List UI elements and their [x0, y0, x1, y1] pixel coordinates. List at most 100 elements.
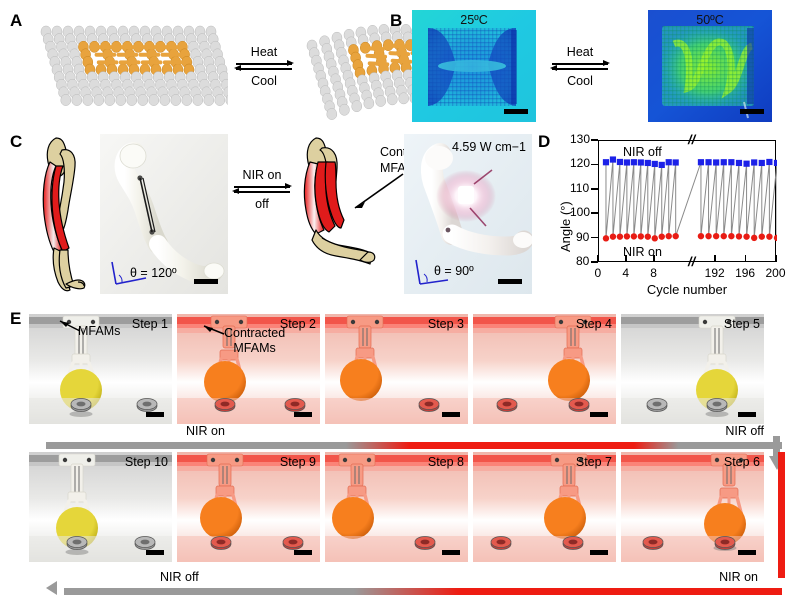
panel-a-label: A	[10, 11, 23, 30]
step-label: Step 8	[427, 455, 464, 469]
chart-x-tick: 196	[735, 266, 756, 280]
photo-tile: Step 10	[29, 452, 172, 562]
panel-a-arrow-top-label: Heat	[250, 45, 278, 59]
thermal-25c-caption: 25ºC	[460, 13, 488, 27]
callout-line-2: MFAMs	[233, 341, 276, 355]
scale-bar	[738, 550, 756, 555]
chart-x-tick: 0	[594, 266, 602, 280]
panel-b-heat-cool-arrow: Heat Cool	[548, 45, 612, 88]
mfams-callout-step1: MFAMs	[78, 324, 121, 338]
contracted-mfams-callout-arrow-icon	[203, 325, 225, 335]
scale-bar	[738, 412, 756, 417]
photo-arm-90-nir: 4.59 W cm−1 θ = 90º	[404, 134, 532, 294]
angle-label-90: θ = 90º	[434, 263, 474, 278]
chart-x-tick-mark	[597, 255, 599, 262]
scale-bar	[194, 279, 218, 284]
photo-arm-120: θ = 120º	[100, 134, 228, 294]
chart-y-tick-mark	[591, 139, 598, 141]
scale-bar	[498, 279, 522, 284]
chart-y-tick: 100	[570, 205, 591, 220]
chart-y-tick: 90	[576, 229, 590, 244]
thermal-50c-caption: 50ºC	[696, 13, 724, 27]
scale-bar	[590, 550, 608, 555]
panel-c-arrow-bottom-label: off	[255, 197, 269, 211]
angle-label-120: θ = 120º	[130, 265, 177, 280]
chart-x-tick: 200	[765, 266, 786, 280]
panel-b-label: B	[390, 11, 403, 30]
scale-bar	[146, 550, 164, 555]
photo-tile: Step 3	[325, 314, 468, 424]
photo-tile: Step 1	[29, 314, 172, 424]
photo-tile: Step 6	[621, 452, 764, 562]
chart-x-tick: 8	[650, 266, 657, 280]
chart-annotation-nir-off: NIR off	[623, 145, 662, 159]
panel-b-arrow-bottom-label: Cool	[567, 74, 593, 88]
scale-bar	[590, 412, 608, 417]
panel-a-arrow-bottom-label: Cool	[251, 74, 277, 88]
photo-tile: Step 4	[473, 314, 616, 424]
photo-tile: Step 8	[325, 452, 468, 562]
chart-x-tick-mark	[744, 255, 747, 262]
nir-band-row1: NIR on NIR off	[46, 424, 782, 454]
chart-x-tick-mark	[652, 255, 655, 262]
chart-y-tick: 80	[576, 254, 590, 268]
callout-arrow-icon	[354, 173, 404, 209]
band2-label-nir-off: NIR off	[160, 570, 199, 584]
chart-y-tick: 130	[570, 132, 591, 146]
step-label: Step 3	[427, 317, 464, 331]
chart-axis-break-bottom: //	[688, 254, 696, 269]
step-label: Step 7	[575, 455, 612, 469]
power-density-label: 4.59 W cm−1	[452, 140, 526, 154]
thermal-image-50c: 50ºC	[648, 10, 772, 122]
chart-y-tick: 110	[570, 180, 590, 195]
chart-y-tick: 120	[570, 156, 591, 171]
anatomy-arm-contracted	[303, 137, 376, 265]
band1-label-nir-on: NIR on	[186, 424, 225, 438]
step-label: Step 10	[124, 455, 168, 469]
panel-b-arrow-top-label: Heat	[566, 45, 594, 59]
panel-c-arrow-top-label: NIR on	[242, 168, 282, 182]
chart-x-tick: 192	[704, 266, 725, 280]
chart-x-tick-mark	[625, 255, 627, 262]
chart-axis-break-top: //	[688, 132, 696, 147]
nir-red-frame	[778, 452, 785, 578]
step-label: Step 2	[279, 317, 316, 331]
scale-bar	[294, 412, 312, 417]
anatomy-arm-relaxed	[42, 137, 86, 292]
scale-bar	[146, 412, 164, 417]
chart-y-tick-mark	[591, 236, 598, 239]
band2-label-nir-on: NIR on	[719, 570, 758, 584]
step-label: Step 1	[131, 317, 168, 331]
step-label: Step 4	[575, 317, 612, 331]
chart-x-tick: 4	[622, 266, 630, 280]
chart-annotation-nir-on: NIR on	[623, 244, 662, 259]
callout-line-1: Contracted	[224, 326, 286, 340]
chart-x-axis-label: Cycle number	[646, 282, 728, 297]
mfams-callout-arrow-icon	[59, 320, 81, 332]
panel-a-heat-cool-arrow: Heat Cool	[232, 45, 296, 88]
photo-tile: Step 5	[621, 314, 764, 424]
panel-a-mesh-flat	[40, 25, 228, 106]
photo-tile: Step 2	[177, 314, 320, 424]
contracted-mfams-callout-step2: Contracted MFAMs	[224, 326, 285, 356]
chart-x-tick-mark	[775, 255, 777, 262]
chart-y-tick-mark	[591, 261, 598, 263]
chart-plot-area: NIR off NIR on	[598, 140, 777, 262]
chart-x-tick-mark	[714, 255, 716, 262]
panel-d-label: D	[538, 132, 551, 151]
step-label: Step 9	[279, 455, 316, 469]
chart-y-tick-mark	[591, 212, 598, 214]
scale-bar	[294, 550, 312, 555]
cycling-chart: Angle (°) NIR off NIR on // // 80 90 100 11…	[536, 130, 786, 302]
chart-y-tick-mark	[591, 188, 598, 190]
chart-y-tick-mark	[591, 163, 598, 166]
band1-label-nir-off: NIR off	[725, 424, 764, 438]
step-label: Step 5	[723, 317, 760, 331]
scale-bar	[504, 109, 528, 114]
photo-tile: Step 9	[177, 452, 320, 562]
photo-tile: Step 7	[473, 452, 616, 562]
panel-e-label: E	[10, 309, 22, 328]
scale-bar	[442, 412, 460, 417]
panel-c-label: C	[10, 132, 23, 151]
